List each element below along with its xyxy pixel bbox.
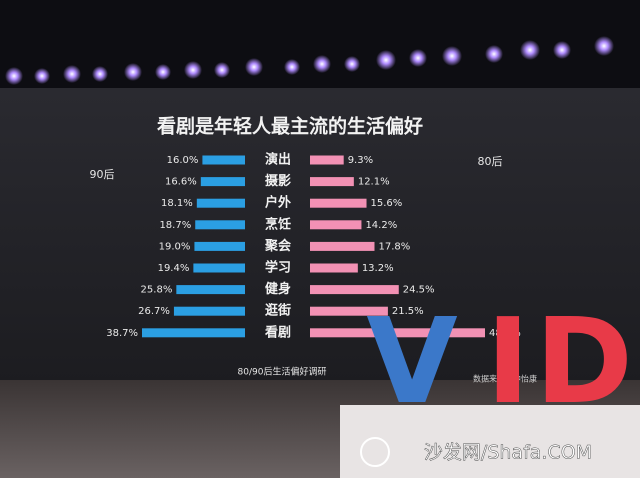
category-label: 演出 — [265, 152, 291, 168]
bar — [196, 198, 245, 208]
bar — [310, 220, 362, 230]
logo-letter: I — [486, 292, 530, 430]
value-label: 21.5% — [392, 306, 424, 317]
category-label: 户外 — [265, 195, 291, 211]
screen — [0, 88, 640, 388]
bar — [202, 155, 245, 165]
bar — [310, 177, 354, 187]
category-label: 健身 — [265, 281, 291, 297]
bar — [310, 198, 367, 208]
logo: V I D — [366, 292, 633, 430]
value-label: 15.6% — [371, 198, 403, 209]
category-label: 聚会 — [264, 238, 292, 254]
value-label: 18.7% — [159, 220, 191, 231]
bar — [195, 220, 245, 230]
footnote: 80/90后生活偏好调研 — [238, 366, 327, 378]
bar — [310, 306, 388, 316]
value-label: 12.1% — [358, 177, 390, 188]
series-label: 80后 — [478, 155, 503, 168]
stage-lights — [5, 36, 614, 85]
bar — [310, 263, 358, 273]
watermark: 沙发网/Shafa.COM — [424, 442, 592, 464]
watermark-icon — [360, 437, 390, 467]
value-label: 16.0% — [167, 155, 199, 166]
bar — [310, 241, 375, 251]
bar — [142, 328, 245, 338]
value-label: 19.0% — [159, 241, 191, 252]
bar — [310, 285, 399, 295]
bar — [310, 328, 485, 338]
chart-title: 看剧是年轻人最主流的生活偏好 — [156, 115, 423, 138]
logo-letter: D — [535, 292, 633, 430]
value-label: 17.8% — [378, 241, 410, 252]
category-label: 学习 — [265, 260, 291, 276]
bar — [193, 263, 245, 273]
value-label: 24.5% — [403, 285, 435, 296]
series-label: 90后 — [90, 168, 115, 181]
bar — [200, 177, 245, 187]
value-label: 16.6% — [165, 177, 197, 188]
value-label: 19.4% — [158, 263, 190, 274]
value-label: 26.7% — [138, 306, 170, 317]
value-label: 13.2% — [362, 263, 394, 274]
logo-letter: V — [366, 292, 457, 430]
value-label: 18.1% — [161, 198, 193, 209]
bar — [194, 241, 245, 251]
value-label: 48.3% — [489, 328, 521, 339]
bar — [173, 306, 245, 316]
value-label: 25.8% — [141, 285, 173, 296]
bar — [176, 285, 245, 295]
value-label: 9.3% — [348, 155, 373, 166]
source: 数据来源：中怡康 — [473, 374, 537, 384]
value-label: 38.7% — [106, 328, 138, 339]
value-label: 14.2% — [365, 220, 397, 231]
category-label: 逛街 — [265, 303, 291, 319]
category-label: 烹饪 — [265, 216, 291, 232]
bar — [310, 155, 344, 165]
category-label: 摄影 — [265, 173, 291, 189]
category-label: 看剧 — [265, 324, 291, 340]
stage-platform — [340, 405, 640, 478]
